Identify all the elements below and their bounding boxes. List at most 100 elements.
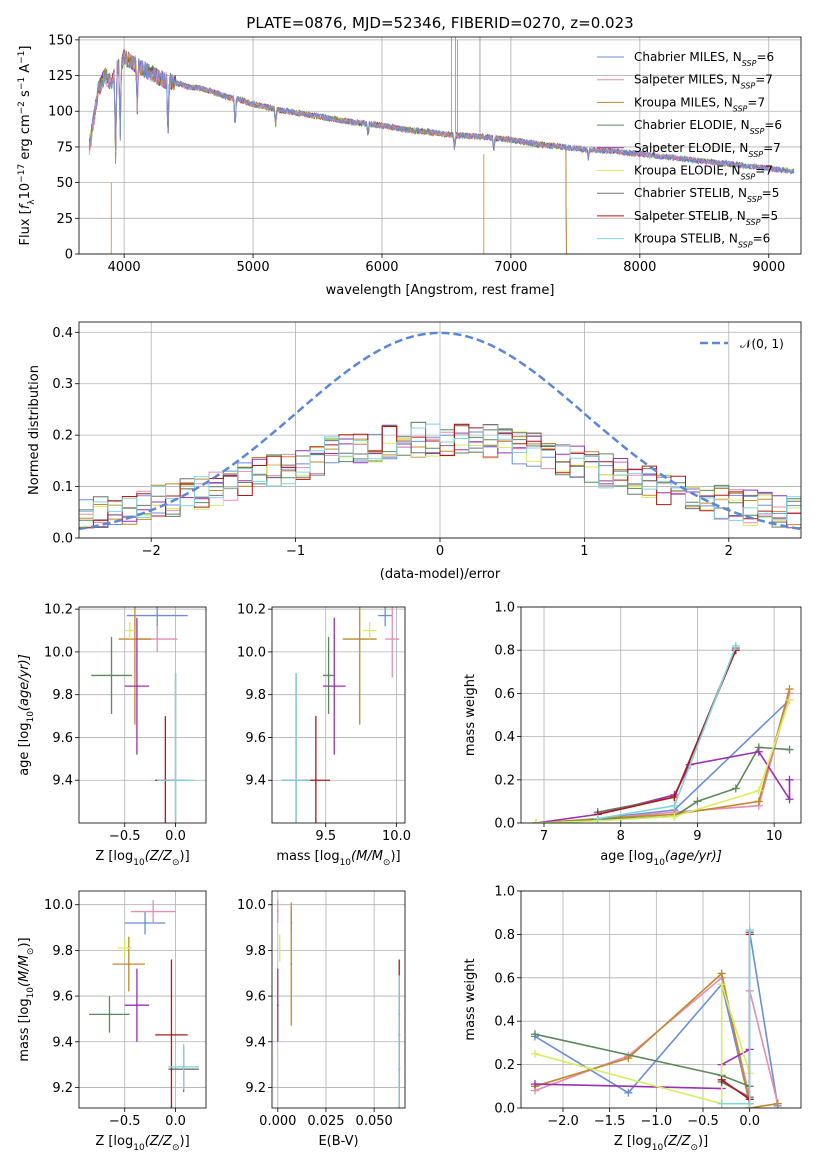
data-point — [174, 779, 177, 782]
plot-area — [281, 607, 400, 823]
label-part: 10 — [26, 711, 36, 723]
y-tick-label: 10.2 — [237, 603, 266, 618]
plus-marker — [754, 786, 763, 795]
x-tick-label: 10.0 — [382, 829, 411, 844]
label-part: 10 — [26, 987, 36, 999]
label-part: , N — [725, 50, 742, 64]
data-point — [110, 674, 113, 677]
data-point — [333, 685, 336, 688]
data-point — [128, 629, 131, 632]
x-tick-label: 0.050 — [356, 1114, 393, 1129]
label-part: A — [18, 64, 33, 77]
data-point — [358, 638, 361, 641]
axes-frame: −0.5 0.0 9.4 9.6 9.8 10.0 10.2 — [44, 603, 207, 844]
y-tick-label: 0.2 — [494, 773, 515, 788]
label-part: 7 — [757, 95, 765, 109]
x-tick-label: 0.0 — [165, 829, 186, 844]
x-axis-label: (data-model)/error — [380, 567, 501, 582]
x-tick-label: 0.0 — [739, 1114, 760, 1129]
y-tick-label: 0.8 — [494, 928, 515, 943]
label-part: 10 — [652, 1143, 664, 1153]
label-part: −1 — [17, 77, 27, 90]
label-part: (age/yr)] — [17, 654, 32, 711]
label-part: Chabrier MILES — [634, 50, 725, 64]
y-tick-label: 25 — [56, 212, 73, 227]
mass_vs_EBV-axes: 0.000 0.025 0.050 9.2 9.4 9.6 9.8 10.0 — [237, 890, 406, 1129]
legend-entry: Chabrier ELODIE, NSSP=6 — [634, 118, 782, 136]
label-part: ⊙ — [383, 858, 391, 868]
label-part: 7 — [765, 164, 773, 178]
y-tick-label: 0.2 — [52, 429, 73, 444]
plus-marker — [717, 980, 726, 989]
y-tick-label: 9.4 — [245, 1035, 266, 1050]
plus-marker — [531, 1030, 539, 1039]
data-point — [108, 1013, 111, 1016]
y-tick-label: 10.0 — [44, 898, 73, 913]
plot-area — [531, 926, 782, 1108]
label-part: (M/M — [351, 849, 383, 864]
x-tick-label: 8 — [617, 829, 625, 844]
x-tick-label: 9 — [693, 829, 701, 844]
label-part: ⊙ — [172, 1143, 180, 1153]
label-part: Z [log — [614, 1134, 652, 1149]
label-part: ⊙ — [172, 858, 180, 868]
y-tick-label: 9.4 — [52, 774, 73, 789]
x-axis-label: age [log10(age/yr)] — [600, 849, 722, 868]
label-part: Salpeter MILES — [634, 73, 724, 87]
y-tick-label: 0.6 — [494, 687, 515, 702]
series-line — [721, 932, 751, 1099]
label-part: SSP — [741, 172, 756, 181]
y-axis-label: Flux [fλ10−17 erg cm−2 s−1 A−1] — [17, 46, 37, 246]
label-part: (Z/Z — [145, 849, 173, 864]
axes-border — [520, 890, 802, 1109]
y-tick-label: 100 — [48, 105, 73, 120]
label-part: , N — [724, 164, 741, 178]
y-tick-label: 0.6 — [494, 971, 515, 986]
spectrum-line — [88, 51, 795, 174]
y-axis-label: mass [log10(M/M⊙)] — [17, 937, 36, 1061]
y-tick-label: 0.0 — [494, 1102, 515, 1117]
legend-entry: 𝒩(0, 1) — [740, 337, 784, 351]
y-tick-label: 10.0 — [237, 898, 266, 913]
label-part: SSP — [733, 104, 748, 113]
label-part: SSP — [750, 127, 765, 136]
grid — [521, 890, 801, 1109]
label-part: 6 — [767, 50, 775, 64]
y-tick-label: 0.8 — [494, 644, 515, 659]
label-part: = — [760, 209, 770, 223]
mass_vs_Z-axes: −0.5 0.0 9.2 9.4 9.6 9.8 10.0 — [44, 890, 207, 1129]
label-part: SSP — [746, 217, 761, 226]
plus-marker — [745, 926, 754, 935]
label-part: = — [747, 95, 757, 109]
label-part: , N — [733, 118, 750, 132]
x-tick-label: 8000 — [623, 260, 656, 275]
data-point — [327, 674, 330, 677]
legend-entry: Salpeter STELIB, NSSP=5 — [634, 209, 778, 227]
x-tick-label: 2 — [725, 544, 733, 559]
label-part: , N — [724, 73, 741, 87]
x-axis-label: Z [log10(Z/Z⊙)] — [614, 1134, 708, 1153]
label-part: 10 — [133, 858, 145, 868]
label-part: ⊙ — [26, 948, 36, 956]
plot-area — [79, 331, 801, 531]
data-point — [123, 947, 126, 950]
legend-entry: Kroupa ELODIE, NSSP=7 — [634, 164, 773, 182]
label-part: , N — [732, 141, 749, 155]
label-part: 5 — [771, 209, 779, 223]
data-point — [276, 910, 279, 913]
label-part: , N — [730, 186, 747, 200]
label-part: mass [log — [17, 998, 32, 1061]
x-tick-label: 9000 — [752, 260, 785, 275]
x-tick-label: −1 — [286, 544, 305, 559]
x-tick-label: −0.5 — [687, 1114, 719, 1129]
plus-marker — [731, 784, 740, 793]
series-line — [536, 688, 791, 823]
x-tick-label: 1 — [580, 544, 588, 559]
plus-marker — [773, 1099, 782, 1108]
y-axis-label: Normed distribution — [27, 365, 42, 495]
y-tick-label: 1.0 — [494, 601, 515, 616]
y-tick-label: 0.3 — [52, 377, 73, 392]
label-part: (Z/Z — [663, 1134, 691, 1149]
x-tick-label: 5000 — [237, 260, 270, 275]
